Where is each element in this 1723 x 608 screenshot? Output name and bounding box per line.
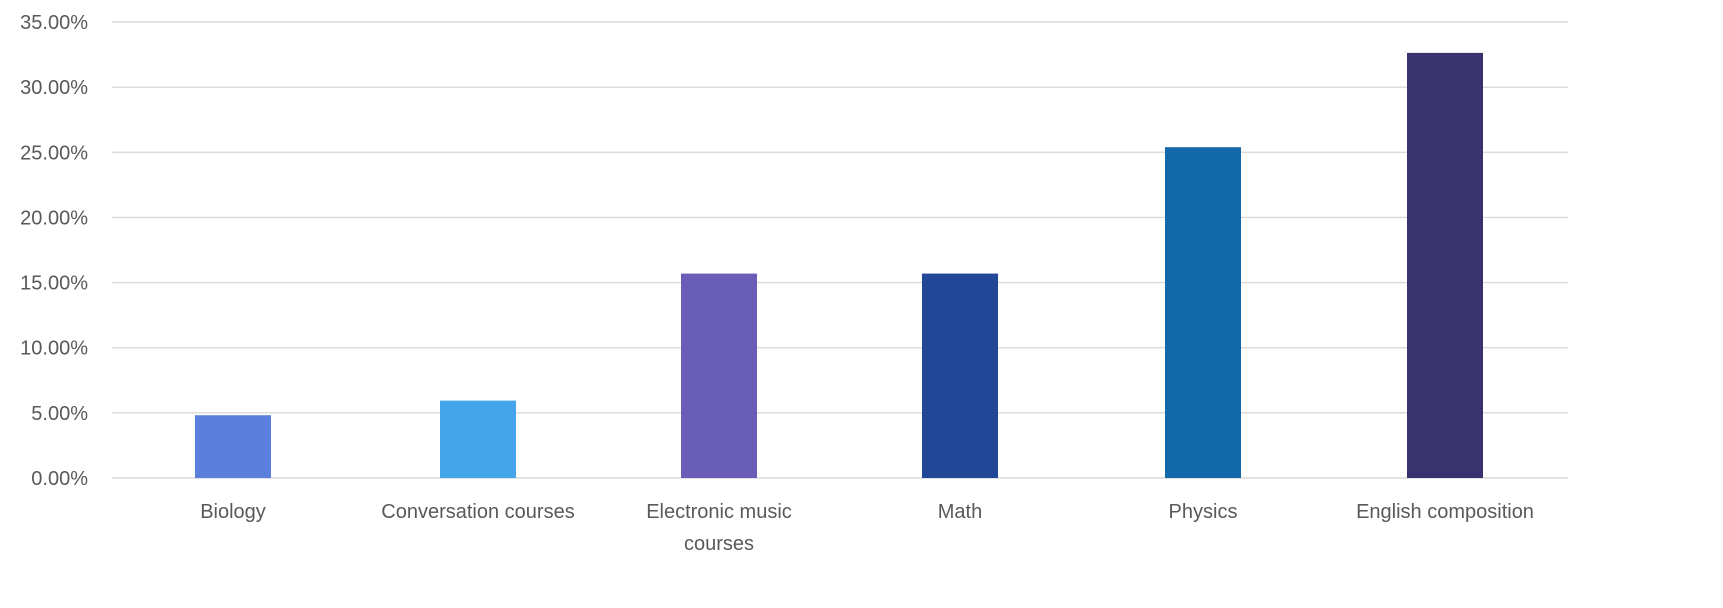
bar	[922, 273, 998, 478]
y-tick-label: 20.00%	[20, 207, 88, 229]
y-tick-label: 5.00%	[31, 403, 88, 425]
gridlines	[112, 21, 1568, 479]
bar	[1407, 52, 1483, 478]
x-category-label: Math	[938, 501, 982, 523]
x-axis-category-labels: Biology Conversation courses Electronic mu…	[200, 501, 1534, 555]
x-category-label: Electronic music courses	[646, 501, 792, 555]
bars	[195, 52, 1483, 478]
y-tick-label: 15.00%	[20, 273, 88, 295]
x-category-label: Conversation courses	[381, 501, 574, 523]
bar	[1165, 147, 1241, 478]
x-category-label: English composition	[1356, 501, 1534, 523]
x-category-label: Physics	[1169, 501, 1238, 523]
bar	[440, 400, 516, 478]
y-tick-label: 25.00%	[20, 142, 88, 164]
y-tick-label: 10.00%	[20, 338, 88, 360]
y-tick-label: 30.00%	[20, 77, 88, 99]
y-axis-tick-labels: 0.00% 5.00% 10.00% 15.00% 20.00% 25.00% 30.00%…	[20, 12, 88, 490]
bar	[195, 415, 271, 478]
bar	[681, 273, 757, 478]
x-category-label: Biology	[200, 501, 266, 523]
y-tick-label: 0.00%	[31, 468, 88, 490]
y-tick-label: 35.00%	[20, 12, 88, 34]
